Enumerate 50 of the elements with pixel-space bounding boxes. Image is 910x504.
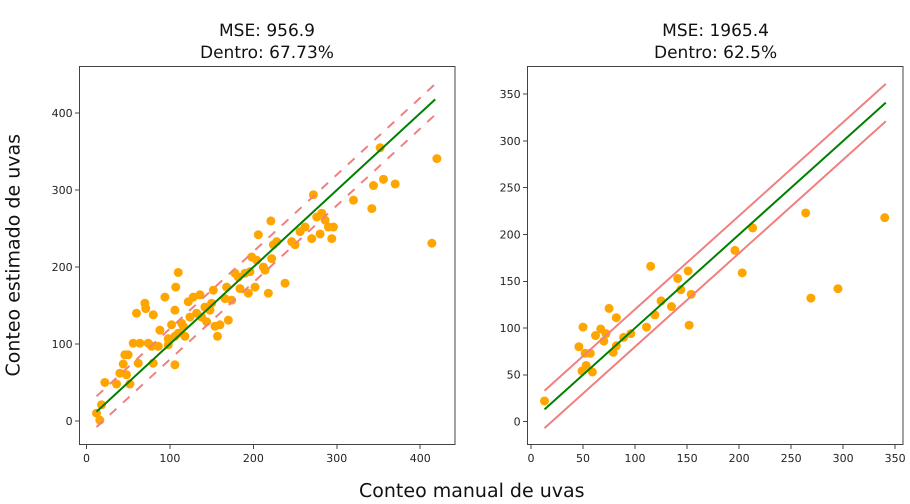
point <box>591 331 600 340</box>
point <box>642 322 651 332</box>
point <box>880 213 890 222</box>
y-tick-label: 350 <box>500 88 521 102</box>
point <box>578 322 588 332</box>
point <box>646 262 656 271</box>
point <box>684 320 694 330</box>
x-tick-label: 200 <box>242 452 264 466</box>
y-tick-label: 250 <box>500 182 521 195</box>
x-tick-label: 250 <box>780 452 802 466</box>
x-tick-label: 150 <box>676 452 698 466</box>
chart-title: MSE: 956.9 Dentro: 67.73% <box>200 21 334 64</box>
point <box>684 266 693 276</box>
x-tick-label: 0 <box>82 452 90 466</box>
point <box>540 396 550 406</box>
x-tick-label: 300 <box>326 452 348 466</box>
y-tick-label: 200 <box>500 228 521 242</box>
y-tick-label: 150 <box>500 275 521 288</box>
point <box>612 313 621 322</box>
x-tick-label: 100 <box>159 452 180 466</box>
point <box>748 223 758 232</box>
y-tick-label: 0 <box>66 414 73 428</box>
point <box>582 360 591 370</box>
point <box>673 274 682 283</box>
x-axis-title: Conteo manual de uvas <box>359 480 585 502</box>
point <box>806 294 816 303</box>
y-tick-label: 200 <box>52 260 73 274</box>
y-tick-label: 0 <box>514 415 521 428</box>
y-tick-label: 100 <box>52 338 73 351</box>
point <box>833 284 842 294</box>
point <box>604 304 614 313</box>
point <box>738 268 747 278</box>
x-tick-label: 100 <box>624 452 646 466</box>
y-tick-label: 300 <box>52 184 73 197</box>
x-tick-label: 400 <box>410 452 431 466</box>
chart-title: MSE: 1965.4 Dentro: 62.5% <box>654 21 778 64</box>
y-tick-label: 400 <box>52 107 73 120</box>
point <box>666 302 676 312</box>
y-tick-label: 300 <box>500 134 521 148</box>
x-tick-label: 50 <box>576 452 590 466</box>
y-tick-label: 50 <box>506 368 521 382</box>
point <box>574 342 584 352</box>
x-tick-label: 300 <box>832 452 854 466</box>
point <box>801 208 810 218</box>
y-tick-label: 100 <box>500 322 521 335</box>
point <box>730 246 740 255</box>
y-axis-title: Conteo estimado de uvas <box>2 134 24 377</box>
x-tick-label: 200 <box>728 452 750 466</box>
x-tick-label: 350 <box>884 452 906 466</box>
x-tick-label: 0 <box>527 452 534 466</box>
